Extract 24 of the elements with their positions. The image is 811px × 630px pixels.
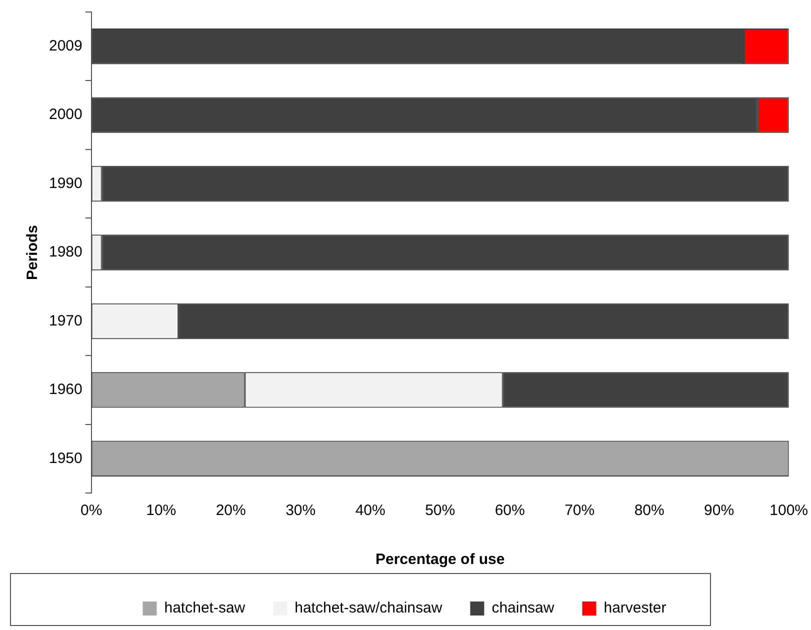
legend-label: chainsaw (492, 600, 554, 617)
x-tick-label: 90% (704, 502, 734, 520)
y-tick-label: 1980 (48, 244, 82, 261)
y-tick-label: 1970 (48, 312, 82, 330)
x-tick-label: 0% (80, 502, 102, 520)
x-tick-label: 100% (770, 502, 808, 520)
x-tick-label: 40% (355, 502, 386, 520)
x-tick-label: 50% (425, 502, 456, 520)
x-tick-label: 10% (146, 502, 176, 520)
y-tick-label: 1990 (48, 174, 82, 192)
y-tick-label: 1960 (48, 381, 82, 398)
legend-label: hatchet-saw (164, 600, 246, 617)
legend-label: hatchet-saw/chainsaw (294, 600, 442, 617)
x-tick-label: 20% (216, 502, 246, 520)
x-tick-label: 60% (494, 502, 525, 520)
y-tick-label: 2009 (48, 38, 82, 54)
x-axis-title: Percentage of use (375, 551, 505, 568)
x-tick-label: 30% (286, 502, 316, 520)
y-axis-title: Periods (24, 224, 42, 280)
legend-label: harvester (604, 600, 666, 617)
x-tick-label: 80% (634, 502, 664, 520)
y-tick-label: 1950 (48, 450, 82, 467)
y-tick-label: 2000 (48, 106, 82, 124)
x-tick-label: 70% (564, 502, 595, 520)
